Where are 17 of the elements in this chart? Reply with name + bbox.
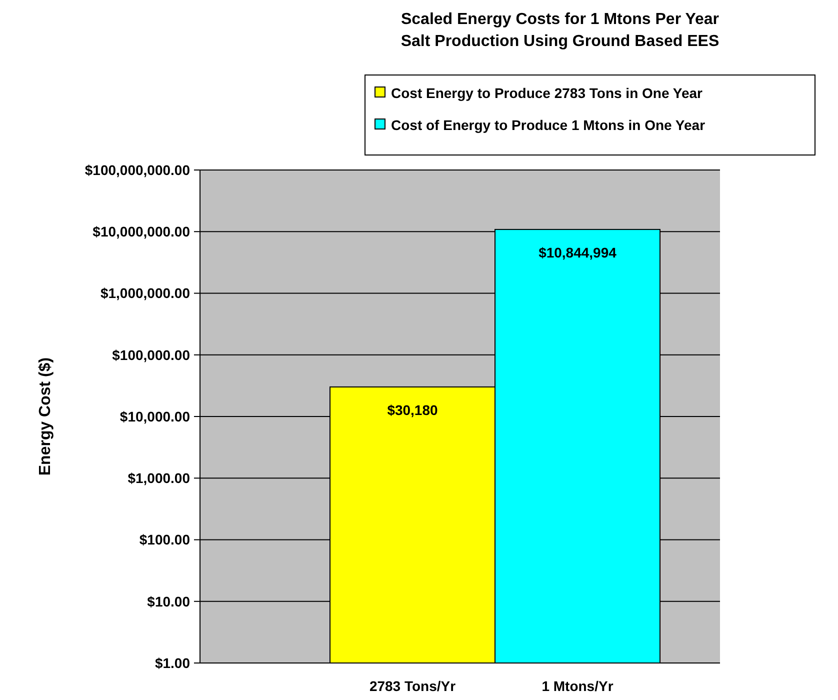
y-tick-label: $10,000,000.00 (92, 224, 190, 240)
y-tick-label: $10,000.00 (120, 408, 190, 424)
x-tick-label: 2783 Tons/Yr (369, 678, 456, 694)
x-tick-label: 1 Mtons/Yr (542, 678, 614, 694)
y-tick-label: $1.00 (154, 654, 190, 671)
y-tick-label: $100.00 (139, 532, 190, 548)
chart-title: Scaled Energy Costs for 1 Mtons Per Year Salt Production Using Ground Based EES (400, 11, 720, 50)
y-tick-label: $1,000,000.00 (100, 285, 190, 302)
y-tick-label: $10.00 (147, 593, 190, 610)
legend-label: Cost of Energy to Produce 1 Mtons in One Year (391, 116, 706, 133)
data-label: $30,180 (387, 402, 438, 418)
data-label: $10,844,994 (538, 244, 617, 260)
legend-label: Cost Energy to Produce 2783 Tons in One Year (391, 84, 704, 101)
y-tick-label: $100,000.00 (112, 346, 190, 363)
y-tick-label: $1,000.00 (128, 470, 190, 486)
y-axis-title: Energy Cost ($) (37, 357, 54, 476)
y-tick-label: $100,000,000.00 (84, 162, 190, 178)
